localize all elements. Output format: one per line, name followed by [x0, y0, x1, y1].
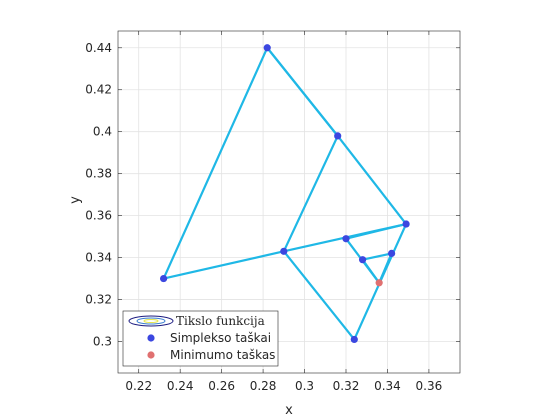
minimum-point [375, 279, 383, 287]
x-tick-label: 0.24 [167, 379, 194, 393]
simplex-edge [378, 252, 393, 284]
x-axis-label: x [285, 403, 293, 418]
x-tick-label: 0.32 [333, 379, 360, 393]
legend-label-simplex: Simplekso taškai [170, 331, 271, 345]
legend-contour-icon [128, 315, 174, 327]
simplex-point [160, 274, 168, 283]
plot-frame [117, 30, 461, 374]
x-tick-label: 0.28 [250, 379, 277, 393]
simplex-point [334, 132, 342, 140]
y-tick-label: 0.3 [93, 335, 112, 349]
legend-marker-minimum [147, 351, 155, 359]
simplex-point [280, 247, 288, 255]
y-tick-label: 0.4 [93, 125, 112, 139]
y-tick-label: 0.38 [85, 167, 112, 181]
x-tick-label: 0.26 [208, 379, 235, 393]
legend: Tikslo funkcija Simplekso taškai Minimum… [122, 310, 279, 367]
simplex-point [358, 256, 367, 264]
simplex-edge [336, 134, 408, 226]
simplex-point [402, 220, 410, 228]
legend-marker-simplex [147, 334, 155, 342]
simplex-edge [266, 46, 339, 138]
simplex-edge [282, 250, 356, 341]
y-axis-label: y [68, 196, 83, 204]
simplex-edge [162, 46, 269, 280]
simplex-edge [344, 222, 408, 240]
simplex-point [350, 335, 358, 344]
y-tick-label: 0.34 [85, 251, 112, 265]
simplex-edge [282, 134, 339, 253]
x-tick-label: 0.36 [416, 379, 443, 393]
simplex-point [342, 235, 350, 243]
legend-label-contour: Tikslo funkcija [176, 314, 265, 328]
x-tick-label: 0.22 [125, 379, 152, 393]
legend-label-minimum: Minimumo taškas [170, 348, 275, 362]
axis-ticks: 0.22 0.24 0.26 0.28 0.3 0.32 0.34 0.36 0.3 0.32 0.… [85, 31, 460, 393]
simplex-edge [361, 252, 393, 261]
simplex-point [263, 44, 271, 52]
y-tick-label: 0.36 [85, 209, 112, 223]
simplex-point [388, 249, 396, 258]
x-tick-label: 0.34 [374, 379, 401, 393]
y-tick-label: 0.32 [85, 293, 112, 307]
simplex-edge [361, 258, 381, 284]
simplex-edge [162, 250, 285, 280]
path-lines [162, 46, 408, 341]
y-tick-label: 0.42 [85, 83, 112, 97]
x-tick-label: 0.3 [295, 379, 314, 393]
data-points [160, 44, 410, 344]
y-tick-label: 0.44 [85, 41, 112, 55]
